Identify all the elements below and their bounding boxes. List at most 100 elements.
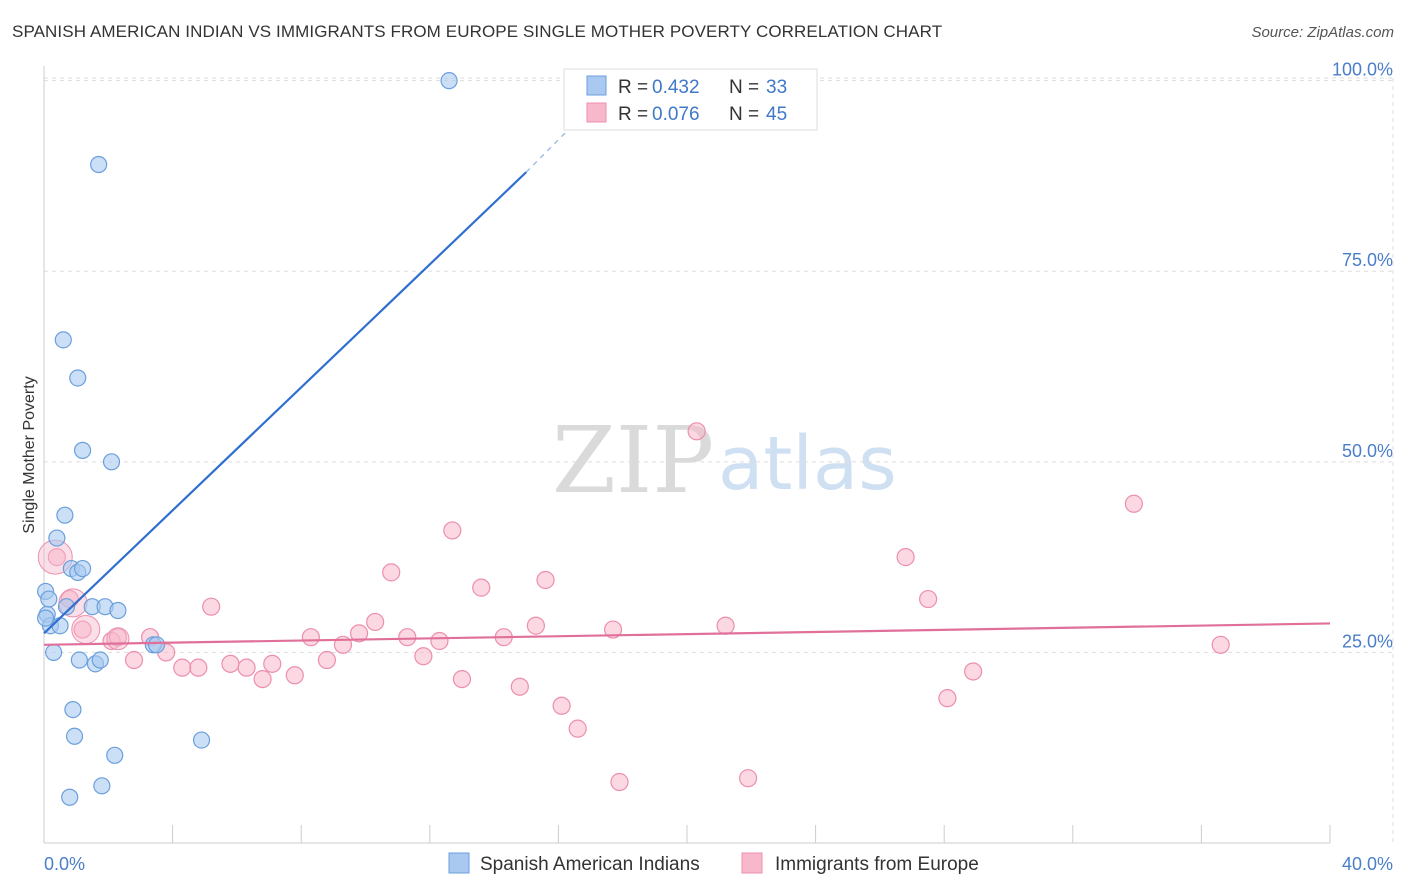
trend-line-spanish-american-indians [43, 171, 528, 635]
data-point [536, 570, 555, 590]
data-point [45, 643, 63, 662]
data-point [414, 647, 433, 666]
data-point [37, 609, 55, 627]
y-tick-labels: 25.0% 50.0% 75.0% 100.0% [1332, 60, 1393, 652]
legend-n-value-1: 33 [766, 77, 787, 98]
data-point [56, 506, 74, 524]
data-point [70, 651, 88, 669]
data-point [124, 650, 144, 670]
data-point [301, 628, 320, 647]
data-point [221, 654, 240, 673]
y-tick-label: 50.0% [1342, 441, 1393, 461]
data-point [1124, 494, 1143, 513]
source-label: Source: ZipAtlas.com [1251, 24, 1394, 41]
data-point [109, 601, 127, 620]
legend-r-value-2: 0.076 [652, 104, 700, 125]
series-spanish-american-indians [37, 72, 458, 806]
data-point [147, 636, 166, 654]
y-axis-label: Single Mother Poverty [21, 376, 38, 533]
data-point [443, 521, 462, 540]
data-point [51, 617, 69, 635]
legend-n-label-1: N = [729, 77, 759, 98]
y-tick-label: 25.0% [1342, 631, 1393, 651]
bottom-legend-label-2: Immigrants from Europe [775, 854, 979, 875]
data-point [93, 777, 111, 795]
data-point [349, 624, 369, 643]
data-point [472, 578, 491, 597]
data-point [64, 700, 82, 719]
data-point [716, 616, 735, 635]
data-point [106, 746, 124, 764]
data-point [237, 658, 256, 677]
data-point [919, 589, 938, 609]
bottom-legend-label-1: Spanish American Indians [480, 854, 700, 875]
data-point [430, 631, 449, 651]
data-point [65, 727, 84, 745]
data-point [610, 772, 629, 792]
data-point [102, 453, 121, 471]
data-point [285, 666, 304, 685]
stats-legend: R = 0.432 N = 33 R = 0.076 N = 45 [563, 68, 818, 131]
series-legend: Spanish American Indians Immigrants from… [448, 852, 979, 875]
legend-r-label-2: R = [618, 104, 648, 125]
data-point [73, 620, 92, 639]
data-point [108, 628, 128, 647]
data-point [61, 788, 79, 806]
data-point [263, 654, 282, 673]
x-tick-label-min: 0.0% [44, 854, 85, 874]
data-point [192, 731, 211, 749]
legend-swatch-blue [586, 75, 607, 96]
data-point-cluster [106, 627, 130, 651]
watermark-zip: ZIP [552, 407, 714, 514]
data-point [510, 677, 529, 696]
watermark: ZIP atlas [552, 407, 897, 514]
data-point [40, 590, 58, 608]
data-point [964, 662, 983, 681]
data-point [552, 696, 571, 715]
bottom-legend-swatch-blue [448, 852, 470, 874]
data-point [603, 620, 623, 639]
data-point [47, 548, 66, 567]
data-point [173, 658, 192, 677]
legend-swatch-pink [586, 102, 607, 123]
x-ticks [43, 825, 1331, 843]
data-point [91, 651, 109, 669]
legend-r-label-1: R = [618, 77, 648, 98]
y-tick-label: 100.0% [1332, 60, 1393, 80]
data-point [896, 548, 915, 567]
data-point [73, 441, 92, 459]
data-point [382, 563, 401, 582]
data-point [57, 598, 76, 616]
data-point [398, 628, 417, 647]
data-point [253, 669, 272, 689]
data-point [1211, 635, 1230, 654]
data-point [90, 155, 108, 174]
data-point [687, 422, 706, 441]
trend-lines [43, 119, 1331, 646]
data-point [452, 669, 472, 689]
x-tick-label-max: 40.0% [1342, 854, 1393, 874]
legend-n-value-2: 45 [766, 104, 787, 125]
chart-title: SPANISH AMERICAN INDIAN VS IMMIGRANTS FR… [12, 22, 943, 41]
trend-line-immigrants-from-europe [43, 622, 1331, 646]
bottom-legend-swatch-pink [741, 852, 763, 874]
data-point [738, 769, 758, 788]
watermark-atlas: atlas [718, 421, 897, 507]
data-point [366, 612, 385, 632]
legend-n-label-2: N = [729, 104, 759, 125]
data-point [202, 597, 221, 616]
data-point [189, 658, 208, 677]
y-tick-label: 75.0% [1342, 250, 1393, 270]
data-point [568, 719, 587, 738]
data-point [54, 331, 72, 349]
data-point [69, 369, 87, 387]
data-point [73, 559, 92, 578]
data-point [317, 650, 337, 670]
data-point [938, 689, 957, 708]
data-point [48, 529, 66, 547]
data-point [526, 616, 545, 635]
data-point-cluster [71, 615, 101, 645]
data-point [440, 72, 458, 90]
legend-r-value-1: 0.432 [652, 77, 700, 98]
